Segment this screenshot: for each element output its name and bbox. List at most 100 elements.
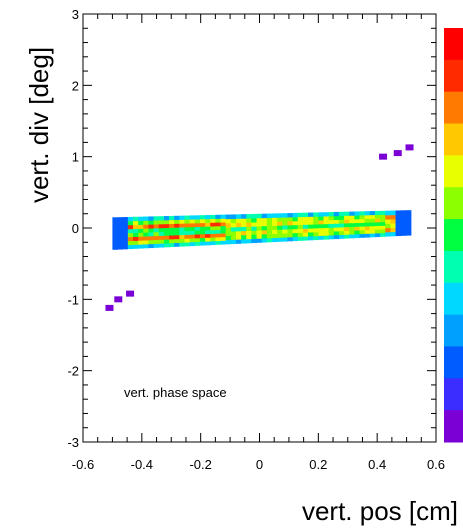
heatmap-cell [143,224,149,229]
heatmap-cell [256,213,263,219]
heatmap-cell [308,232,314,237]
heatmap-cell [369,233,376,238]
heatmap-cell [272,225,278,230]
heatmap-cell [210,233,216,238]
heatmap-cell [179,230,185,236]
heatmap-cell [163,219,170,225]
heatmap-cell [287,217,293,222]
heatmap-cell [359,222,366,227]
heatmap-cell [333,223,340,228]
colorbar-segment [444,187,463,220]
heatmap-cell [318,227,324,233]
heatmap-cell [302,216,309,221]
heatmap-cell [194,219,201,224]
heatmap-cell [282,225,288,230]
x-tick-label: 0 [256,457,263,472]
heatmap-cell [297,224,304,229]
heatmap-cell [230,214,237,220]
y-tick-label: 2 [72,78,79,93]
heatmap-cell [230,231,237,236]
heatmap-cell [390,223,396,228]
heatmap-cell [323,212,330,217]
heatmap-cell [323,231,330,236]
heatmap-cell [199,222,206,227]
heatmap-cell [235,235,242,240]
heatmap-cell [395,227,402,232]
heatmap-cell [163,223,170,229]
heatmap-cell [277,217,283,222]
heatmap-cell [143,236,149,241]
heatmap-cell [215,229,221,234]
y-tick-label: 3 [72,7,79,22]
heatmap-cell [189,238,196,243]
heatmap-cell [163,243,170,248]
outlier-cell [126,290,135,297]
heatmap-cell [292,216,299,222]
heatmap-cell [241,218,247,223]
y-tick-label: 1 [72,150,79,165]
heatmap-cell [344,230,350,235]
heatmap-cell [189,219,196,224]
heatmap-cell [189,215,196,220]
heatmap-cell [235,218,242,224]
heatmap-cell [220,240,227,245]
heatmap-cell [277,225,283,230]
heatmap-cell [133,236,139,241]
heatmap-cell [287,221,293,226]
heatmap-cell [215,233,221,238]
heatmap-cell [333,215,340,220]
x-tick-labels: -0.6 -0.4 -0.2 0 0.2 0.4 0.6 [72,457,445,472]
heatmap-cell [189,241,196,247]
heatmap-cell [318,220,324,225]
heatmap-cell [313,212,319,217]
heatmap-cell [235,214,242,219]
heatmap-cell [385,223,391,229]
heatmap-cell [302,220,309,225]
heatmap-cell [380,232,386,237]
heatmap-cell [282,233,288,238]
heatmap-cell [122,228,129,234]
heatmap-cell [215,240,221,245]
heatmap-cell [138,232,144,237]
color-scale-bar [444,28,463,443]
heatmap-cell [349,234,355,239]
heatmap-cell [117,217,124,222]
heatmap-cell [138,228,144,233]
heatmap-cell [359,215,366,220]
heatmap-cell [328,235,335,240]
heatmap-cell [163,239,170,244]
heatmap-cell [184,215,191,220]
heatmap-cell [364,233,371,238]
heatmap-cells [112,210,412,250]
heatmap-cell [143,240,149,245]
annotation-label: vert. phase space [124,385,227,400]
heatmap-cell [122,225,129,230]
outlier-cell [114,296,123,303]
heatmap-cell [230,218,237,224]
heatmap-cell [169,235,175,240]
heatmap-cell [184,226,191,232]
heatmap-cell [338,211,345,217]
heatmap-cell [385,214,391,220]
heatmap-cell [112,225,118,230]
heatmap-cell [174,215,180,221]
heatmap-cell [338,227,345,232]
heatmap-cell [308,220,314,225]
heatmap-cell [344,226,350,231]
heatmap-cell [395,218,402,224]
heatmap-cell [194,226,201,231]
heatmap-cell [143,216,149,221]
heatmap-cell [287,224,293,230]
heatmap-cell [179,238,185,243]
heatmap-cell [112,241,118,246]
heatmap-cell [179,219,185,224]
y-tick-label: -1 [67,292,79,307]
heatmap-cell [174,231,180,236]
heatmap-cell [199,241,206,246]
heatmap-cell [308,236,314,241]
heatmap-cell [297,236,304,241]
heatmap-cell [148,220,154,225]
heatmap-cell [354,233,360,239]
colorbar-segment [444,59,463,93]
heatmap-cell [333,219,340,224]
